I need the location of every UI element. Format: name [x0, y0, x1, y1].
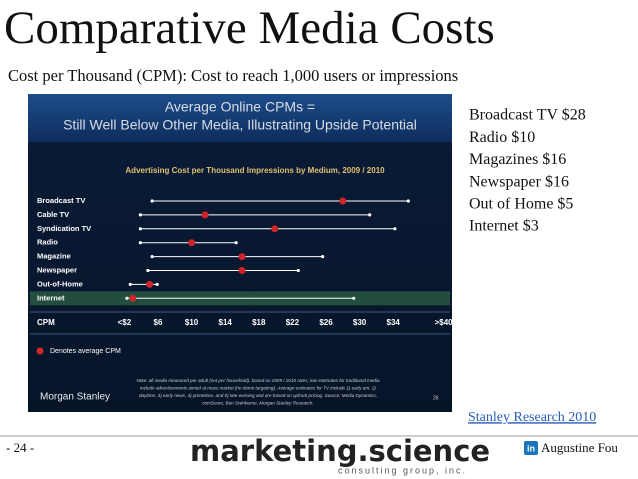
logo-sub: consulting group, inc.: [338, 465, 467, 475]
x-tick-label: $18: [252, 318, 266, 327]
range-low: [150, 255, 154, 259]
x-axis-label: CPM: [37, 318, 55, 327]
category-label: Broadcast TV: [37, 196, 85, 205]
range-high: [368, 213, 372, 217]
source-link[interactable]: Stanley Research 2010: [468, 410, 596, 425]
range-low: [150, 199, 154, 203]
range-high: [406, 199, 410, 203]
range-high: [321, 255, 325, 259]
x-tick-label: <$2: [118, 318, 132, 327]
chart-page: 26: [433, 395, 439, 401]
range-high: [234, 241, 238, 245]
linkedin-icon-text: in: [527, 443, 535, 453]
range-low: [146, 268, 150, 273]
range-low: [138, 241, 142, 245]
x-tick-label: $26: [319, 318, 333, 327]
range-low: [138, 213, 142, 217]
chart-title: Average Online CPMs =: [165, 99, 315, 115]
range-high: [296, 268, 300, 273]
x-tick-label: $14: [219, 318, 233, 327]
chart-title: Still Well Below Other Media, Illustrati…: [63, 117, 417, 133]
range-high: [393, 227, 397, 231]
average-dot: [129, 294, 137, 302]
legend-dot: [36, 347, 44, 355]
chart-note: Note: all media measured per adult (not …: [136, 378, 380, 383]
category-label: Cable TV: [37, 210, 69, 219]
logo: marketing.science: [190, 434, 490, 468]
cost-item: Broadcast TV $28: [469, 107, 586, 124]
chart-note: comScore, Ben Swinburne, Morgan Stanley …: [202, 401, 313, 406]
cost-item: Newspaper $16: [469, 173, 569, 190]
chart-subtitle: Advertising Cost per Thousand Impression…: [125, 166, 385, 175]
chart: Average Online CPMs = Still Well Below Ot…: [30, 99, 453, 406]
average-dot: [271, 225, 279, 233]
legend-label: Denotes average CPM: [50, 348, 121, 355]
x-tick-label: $34: [387, 318, 401, 327]
average-dot: [188, 239, 196, 247]
x-tick-label: $10: [185, 318, 199, 327]
cost-item: Radio $10: [469, 129, 535, 146]
chart-header: [28, 94, 452, 142]
chart-image: [28, 94, 452, 412]
author: Augustine Fou: [541, 440, 618, 455]
category-label: Newspaper: [37, 265, 77, 274]
x-tick-label: $22: [286, 318, 300, 327]
chart-note: include advertisements aimed at mass mar…: [140, 386, 376, 391]
average-dot: [238, 253, 246, 261]
cost-list: Broadcast TV $28 Radio $10 Magazines $16 Ne…: [469, 107, 586, 235]
average-dot: [201, 211, 209, 219]
slide-title: Comparative Media Costs: [4, 2, 495, 54]
range-low: [125, 296, 129, 300]
x-tick-label: $6: [154, 318, 163, 327]
page-number: - 24 -: [6, 440, 34, 455]
x-tick-label: >$40: [435, 318, 454, 327]
category-label: Internet: [37, 293, 65, 302]
category-label: Radio: [37, 238, 58, 247]
category-label: Syndication TV: [37, 224, 91, 233]
chart-note: daytime, 3) early news, 4) primetime, an…: [139, 393, 377, 398]
cost-item: Internet $3: [469, 218, 539, 235]
category-label: Magazine: [37, 252, 71, 261]
average-dot: [339, 197, 347, 205]
slide-subtitle: Cost per Thousand (CPM): Cost to reach 1…: [8, 66, 458, 85]
x-tick-label: $30: [353, 318, 367, 327]
average-dot: [238, 267, 246, 274]
cost-item: Magazines $16: [469, 151, 566, 168]
range-low: [128, 282, 132, 286]
average-dot: [146, 280, 154, 288]
cost-item: Out of Home $5: [469, 195, 573, 212]
range-high: [352, 296, 356, 300]
category-label: Out-of-Home: [37, 279, 83, 288]
range-high: [155, 282, 159, 286]
linkedin-icon: [524, 441, 538, 455]
range-low: [138, 227, 142, 231]
brand: Morgan Stanley: [40, 392, 110, 403]
